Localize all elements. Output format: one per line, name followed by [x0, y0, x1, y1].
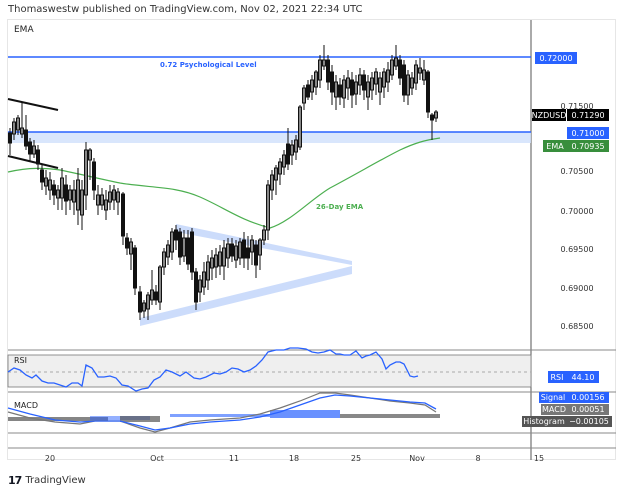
rsi-band: [7, 354, 532, 388]
svg-text:0.00156: 0.00156: [571, 393, 604, 402]
rsi-tag-value: 44.10: [572, 373, 595, 382]
svg-text:MACD: MACD: [542, 405, 566, 414]
svg-text:0.69000: 0.69000: [560, 284, 593, 293]
svg-text:18: 18: [289, 454, 299, 463]
svg-text:NZDUSD: NZDUSD: [532, 111, 567, 120]
svg-text:−0.00105: −0.00105: [569, 417, 609, 426]
svg-text:0.71000: 0.71000: [571, 129, 604, 138]
svg-text:20: 20: [45, 454, 55, 463]
symbol-tag: [532, 109, 566, 121]
chart-frame: [7, 19, 616, 460]
time-axis: 20 Oct 11 18 25 Nov 8 15: [45, 454, 544, 463]
channel-upper: [7, 98, 59, 111]
macd-line: [7, 392, 437, 433]
svg-text:0.72000: 0.72000: [539, 54, 572, 63]
svg-text:0.00051: 0.00051: [571, 405, 604, 414]
ema-line: [7, 137, 441, 229]
macd-histogram: [8, 410, 440, 422]
rsi-line: [7, 347, 419, 392]
svg-text:Signal: Signal: [541, 393, 566, 402]
rsi-tag-label: RSI: [551, 373, 564, 382]
svg-text:Nov: Nov: [409, 454, 425, 463]
svg-text:0.68500: 0.68500: [560, 322, 593, 331]
macd-title: MACD: [14, 401, 38, 410]
ema-label: 26-Day EMA: [316, 203, 364, 211]
channel-lower: [7, 155, 59, 169]
ema-tag-value: [567, 140, 609, 152]
tradingview-logo-icon: 17: [8, 474, 22, 487]
psych-level-label: 0.72 Psychological Level: [160, 61, 257, 69]
rsi-title: RSI: [14, 356, 27, 365]
svg-text:Histogram: Histogram: [523, 417, 565, 426]
svg-text:0.70935: 0.70935: [571, 142, 604, 151]
macd-signal-line: [7, 394, 437, 431]
svg-text:11: 11: [229, 454, 239, 463]
main-panel-title: EMA: [14, 25, 34, 35]
triangle-lower: [140, 266, 352, 326]
svg-text:Oct: Oct: [150, 454, 164, 463]
svg-text:0.70500: 0.70500: [560, 167, 593, 176]
svg-text:0.71500: 0.71500: [560, 102, 593, 111]
ema-tag-label: [543, 140, 567, 152]
price-tags: 0.72000 NZDUSD 0.71290 0.71000 EMA 0.709…: [532, 52, 609, 152]
svg-text:25: 25: [351, 454, 361, 463]
tag-0.72: [535, 52, 577, 64]
footer-brand[interactable]: 17 TradingView: [8, 474, 86, 487]
svg-text:15: 15: [534, 454, 544, 463]
price-axis: 0.71500 0.70500 0.70000 0.69500 0.69000 …: [560, 102, 593, 331]
svg-text:0.70000: 0.70000: [560, 207, 593, 216]
publish-info: Thomaswestw published on TradingView.com…: [8, 4, 363, 15]
svg-text:0.71290: 0.71290: [571, 111, 604, 120]
tag-0.71: [567, 127, 609, 139]
footer-brand-label: TradingView: [25, 475, 86, 486]
candles: [8, 45, 438, 320]
svg-text:0.69500: 0.69500: [560, 245, 593, 254]
svg-text:EMA: EMA: [546, 142, 564, 151]
macd-tags: Signal 0.00156 MACD 0.00051 Histogram −0…: [522, 392, 612, 427]
support-zone: [8, 132, 531, 143]
svg-text:8: 8: [475, 454, 480, 463]
